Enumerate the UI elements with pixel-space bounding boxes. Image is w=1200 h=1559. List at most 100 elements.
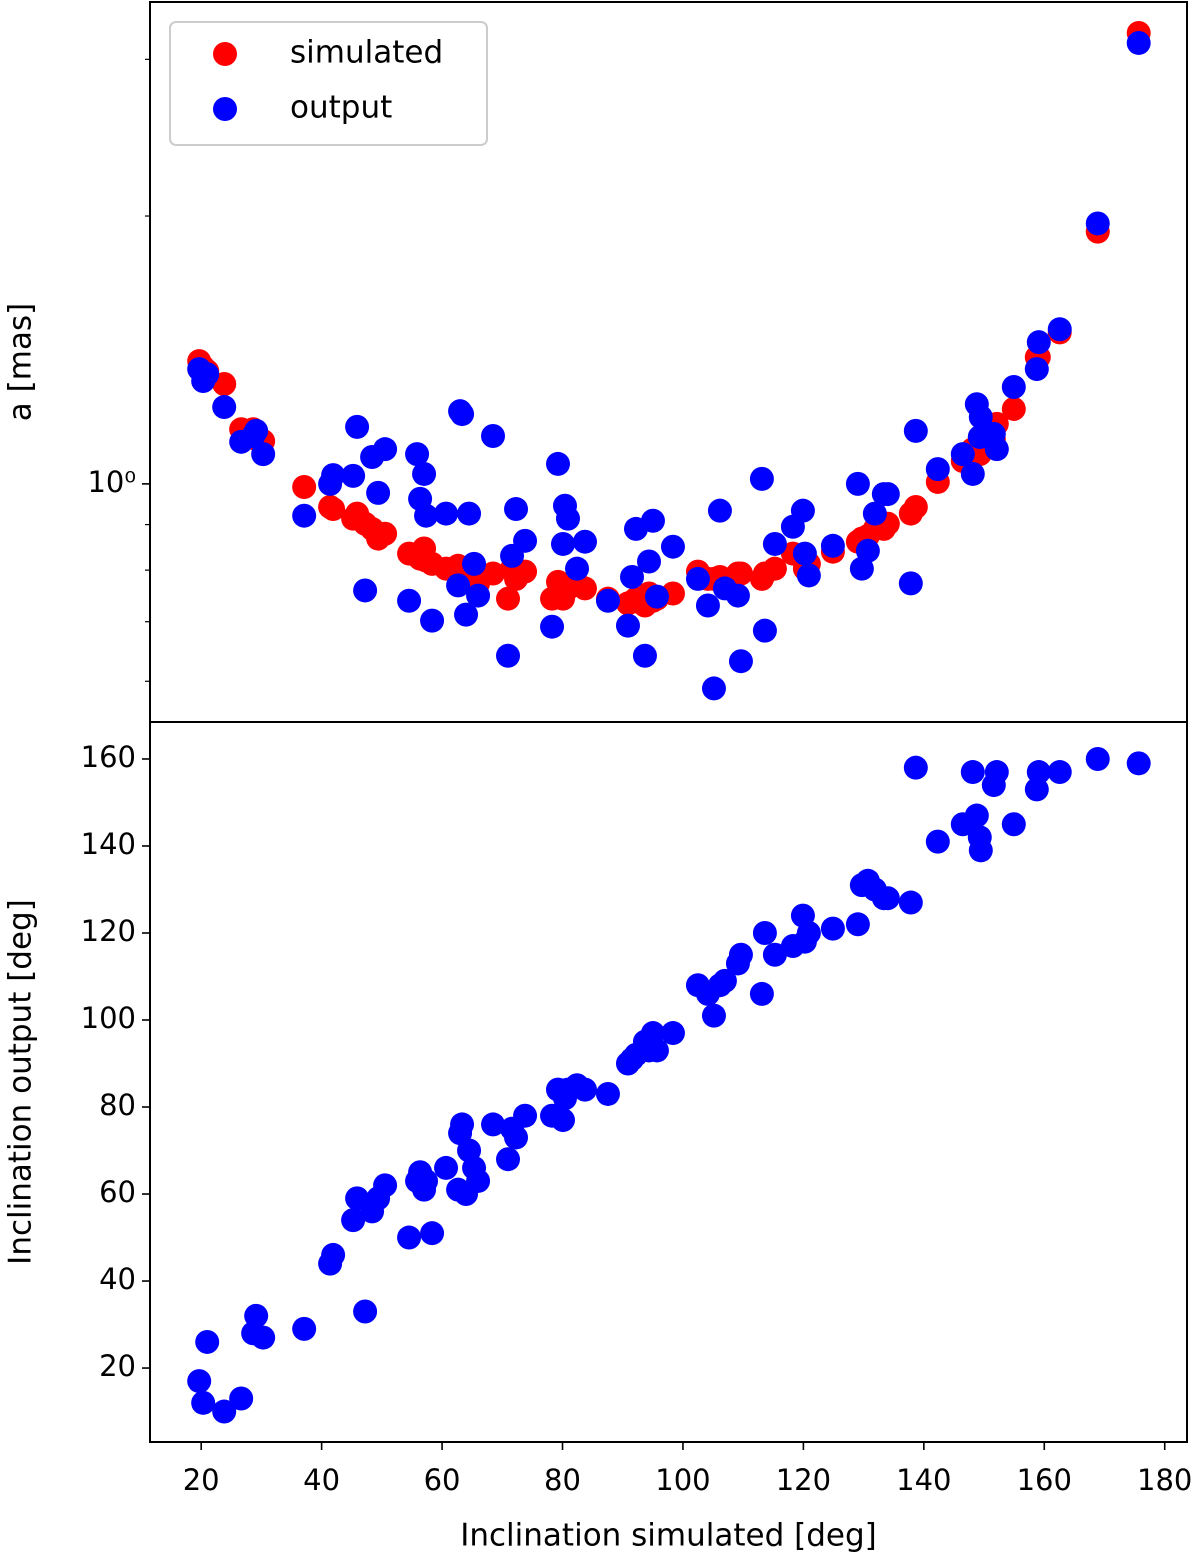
x-axis-label: Inclination simulated [deg] — [460, 1518, 877, 1554]
point — [960, 760, 985, 785]
point — [466, 1168, 491, 1193]
point — [446, 573, 471, 598]
y-axis-label: Inclination output [deg] — [3, 899, 39, 1265]
point — [903, 418, 928, 443]
point — [450, 1112, 475, 1137]
point — [925, 457, 950, 482]
point — [191, 1390, 216, 1415]
point — [749, 981, 774, 1006]
point — [540, 614, 565, 639]
x-tick-label: 120 — [776, 1463, 831, 1497]
point — [752, 618, 777, 643]
point — [292, 474, 317, 499]
point — [1126, 30, 1151, 55]
series — [187, 30, 1151, 701]
point — [397, 1225, 422, 1250]
x-tick-label: 20 — [183, 1463, 220, 1497]
legend-box — [169, 21, 488, 146]
point — [644, 584, 669, 609]
point — [434, 501, 459, 526]
point — [636, 549, 661, 574]
point — [862, 501, 887, 526]
point — [212, 1399, 237, 1424]
point — [457, 501, 482, 526]
x-tick-label: 100 — [655, 1463, 710, 1497]
point — [397, 588, 422, 613]
legend-marker — [213, 42, 237, 66]
point — [481, 561, 506, 586]
point — [187, 1369, 212, 1394]
point — [251, 442, 276, 467]
point — [373, 521, 398, 546]
point — [212, 395, 237, 420]
point — [1024, 357, 1049, 382]
y-tick-label: 160 — [81, 740, 136, 774]
point — [195, 1329, 220, 1354]
point — [712, 968, 737, 993]
x-tick-label: 60 — [424, 1463, 461, 1497]
point — [875, 482, 900, 507]
point — [620, 564, 645, 589]
point — [481, 423, 506, 448]
point — [845, 912, 870, 937]
point — [420, 1221, 445, 1246]
point — [513, 528, 538, 553]
point — [1026, 760, 1051, 785]
point — [644, 1038, 669, 1063]
y-tick-label: 10⁰ — [87, 465, 136, 499]
point — [925, 829, 950, 854]
point — [496, 1147, 521, 1172]
point — [762, 531, 787, 556]
series — [187, 746, 1151, 1424]
point — [981, 773, 1006, 798]
point — [981, 421, 1006, 446]
point — [685, 566, 710, 591]
point — [792, 541, 817, 566]
point — [373, 1173, 398, 1198]
point — [728, 561, 753, 586]
point — [968, 404, 993, 429]
point — [244, 1303, 269, 1328]
point — [504, 1125, 529, 1150]
legend: simulated output — [169, 21, 488, 146]
point — [550, 1108, 575, 1133]
point — [555, 506, 580, 531]
point — [660, 1021, 685, 1046]
point — [903, 494, 928, 519]
point — [414, 503, 439, 528]
point — [321, 497, 346, 522]
point — [845, 471, 870, 496]
point — [762, 556, 787, 581]
point — [504, 497, 529, 522]
point — [292, 503, 317, 528]
point — [481, 1112, 506, 1137]
point — [1085, 746, 1110, 771]
point — [513, 1103, 538, 1128]
point — [595, 1081, 620, 1106]
x-tick-label: 80 — [544, 1463, 581, 1497]
point — [341, 463, 366, 488]
point — [1001, 374, 1026, 399]
y-tick-label: 60 — [99, 1175, 136, 1209]
point — [1047, 760, 1072, 785]
point — [725, 583, 750, 608]
point — [244, 418, 269, 443]
point — [353, 1299, 378, 1324]
point — [1026, 330, 1051, 355]
y-tick-label: 140 — [81, 827, 136, 861]
y-tick-label: 80 — [99, 1088, 136, 1122]
point — [496, 586, 521, 611]
point — [572, 576, 597, 601]
point — [292, 1316, 317, 1341]
point — [366, 480, 391, 505]
point — [903, 755, 928, 780]
point — [595, 588, 620, 613]
point — [414, 1168, 439, 1193]
point — [752, 920, 777, 945]
point — [466, 583, 491, 608]
point — [820, 916, 845, 941]
point — [434, 1155, 459, 1180]
point — [728, 942, 753, 967]
point — [496, 643, 521, 668]
